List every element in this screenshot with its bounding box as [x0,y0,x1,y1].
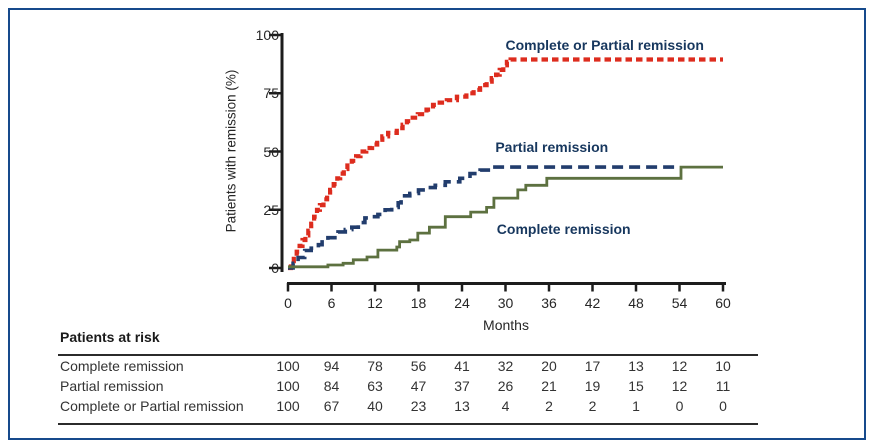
risk-value: 21 [541,378,557,394]
risk-value: 78 [367,358,383,374]
risk-value: 40 [367,398,383,414]
risk-value: 13 [628,358,644,374]
risk-value: 84 [323,378,340,394]
risk-value: 10 [715,358,731,374]
x-tick-label: 0 [284,295,292,311]
series-complete-or-partial-remission [288,57,723,271]
curve-label: Complete remission [496,221,631,238]
series-partial-remission [288,165,676,270]
risk-value: 56 [410,358,427,374]
risk-value: 32 [497,358,514,374]
risk-value: 0 [719,398,727,414]
risk-value: 100 [276,398,300,414]
risk-value: 12 [671,378,688,394]
risk-value: 17 [584,358,601,374]
risk-table-title: Patients at risk [60,329,160,345]
risk-row-label: Complete or Partial remission [60,398,244,414]
y-tick-label: 75 [263,85,279,102]
x-tick-label: 60 [715,295,731,311]
risk-value: 12 [671,358,688,374]
risk-value: 0 [675,398,684,414]
risk-value: 47 [410,378,427,394]
risk-value: 63 [367,378,383,394]
x-tick-label: 12 [367,295,383,311]
risk-value: 41 [454,358,470,374]
risk-value: 67 [323,398,340,414]
risk-value: 20 [541,358,557,374]
y-tick-label: 100 [255,27,279,43]
x-tick-label: 36 [541,295,557,311]
risk-value: 4 [501,398,510,414]
series-complete-remission [288,165,723,269]
curve-label: Partial remission [495,139,609,156]
risk-value: 2 [588,398,597,414]
x-tick-label: 30 [497,295,514,311]
risk-row-label: Complete remission [60,358,184,374]
risk-value: 11 [715,378,731,394]
risk-table-bottom-rule [58,423,758,425]
y-tick-label: 50 [263,143,279,160]
x-axis-title: Months [483,317,529,333]
x-tick-label: 42 [584,295,601,311]
curve-label: Complete or Partial remission [505,37,704,54]
risk-value: 94 [323,358,340,374]
risk-value: 2 [545,398,553,414]
risk-table-top-rule [58,354,758,356]
risk-value: 1 [632,398,640,414]
x-tick-label: 18 [410,295,427,311]
risk-value: 19 [584,378,601,394]
risk-value: 100 [276,378,300,394]
risk-value: 15 [628,378,644,394]
figure-border [8,8,866,440]
risk-row-label: Partial remission [60,378,164,394]
risk-value: 37 [454,378,470,394]
risk-value: 23 [410,398,427,414]
risk-value: 26 [497,378,514,394]
y-tick-label: 25 [263,201,279,218]
x-tick-label: 6 [327,295,336,311]
x-tick-label: 24 [454,295,470,311]
risk-value: 100 [276,358,300,374]
y-axis-title: Patients with remission (%) [223,69,239,233]
risk-value: 13 [454,398,470,414]
x-tick-label: 54 [671,295,688,311]
x-tick-label: 48 [628,295,644,311]
y-tick-label: 0 [271,260,279,276]
